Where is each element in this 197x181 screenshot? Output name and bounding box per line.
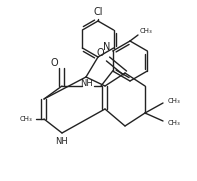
Text: N: N [103, 42, 110, 52]
Text: CH₃: CH₃ [140, 28, 152, 34]
Text: NH: NH [56, 138, 68, 146]
Text: CH₃: CH₃ [168, 98, 180, 104]
Text: O: O [50, 58, 58, 68]
Text: O: O [96, 48, 104, 58]
Text: Cl: Cl [93, 7, 103, 17]
Text: NH: NH [81, 79, 93, 87]
Text: CH₃: CH₃ [20, 116, 32, 122]
Text: CH₃: CH₃ [168, 120, 180, 126]
